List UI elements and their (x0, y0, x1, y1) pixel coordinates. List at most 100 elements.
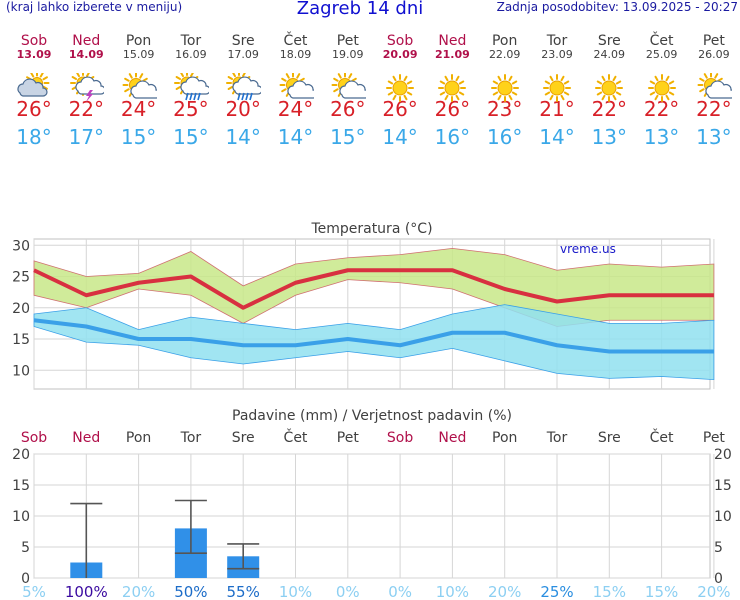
menu-hint[interactable]: (kraj lahko izberete v meniju) (6, 0, 183, 14)
temp-max: 26° (330, 97, 366, 121)
weather-icon-holder (173, 70, 211, 107)
y-tick-label-left: 0 (21, 571, 30, 587)
x-tick-label: Čet (650, 428, 674, 446)
temp-min: 13° (643, 125, 680, 149)
day-name: Ned (72, 33, 101, 49)
day-date: 25.09 (645, 48, 678, 61)
x-tick-label: Čet (284, 428, 308, 446)
y-tick-label-left: 10 (12, 509, 30, 525)
day-date: 20.09 (382, 48, 418, 61)
weather-icon-holder (382, 73, 418, 107)
y-tick-label: 30 (12, 238, 30, 254)
y-tick-label: 15 (12, 332, 30, 348)
rain-shower-icon (226, 70, 263, 101)
sun-icon (490, 74, 519, 102)
day-column: Tor 16.09 25° 15° (165, 33, 217, 149)
y-tick-label-left: 20 (12, 447, 30, 463)
day-name: Tor (546, 33, 568, 49)
precip-probability: 55% (227, 583, 260, 600)
weather-icon-holder (68, 70, 106, 107)
min-temp-line (33, 318, 714, 354)
temp-min: 14° (277, 125, 314, 149)
day-date: 23.09 (541, 48, 573, 61)
day-column: Pon 22.09 23° 16° (479, 33, 531, 149)
weather-icon-holder (278, 71, 318, 107)
y-tick-label-right: 10 (714, 509, 732, 525)
temp-min: 15° (330, 125, 366, 149)
day-column: Sob 20.09 26° 14° (374, 33, 426, 149)
temp-min: 14° (225, 125, 261, 149)
x-tick-label: Tor (546, 430, 568, 446)
precip-probability: 25% (540, 583, 573, 600)
partly-cloudy-icon (697, 71, 736, 99)
temp-min: 16° (486, 125, 523, 149)
thunderstorm-icon (70, 70, 106, 102)
page-title: Zagreb 14 dni (296, 0, 424, 19)
day-column: Pon 15.09 24° 15° (113, 33, 165, 149)
day-name: Čet (283, 33, 308, 49)
sun-icon (647, 74, 676, 102)
day-date: 16.09 (175, 48, 207, 61)
weather-icon-holder (696, 71, 736, 107)
day-name: Pet (702, 33, 725, 49)
precip-probability: 5% (22, 583, 46, 600)
sun-icon (595, 74, 624, 102)
precipitation-chart: Padavine (mm) / Verjetnost padavin (%) So… (12, 408, 732, 600)
x-tick-label: Pet (703, 430, 726, 446)
temp-max: 25° (173, 97, 209, 121)
day-column: Tor 23.09 21° 14° (531, 33, 583, 149)
day-name: Pon (491, 33, 518, 49)
temp-max: 24° (120, 97, 157, 121)
y-tick-label-right: 0 (714, 571, 723, 587)
temp-min: 14° (539, 125, 575, 149)
day-name: Sob (20, 33, 48, 49)
day-column: Pet 26.09 22° 13° (688, 33, 740, 149)
x-tick-label: Sob (21, 430, 47, 446)
day-name: Čet (649, 33, 674, 49)
day-date: 17.09 (227, 48, 259, 61)
day-name: Tor (180, 33, 202, 49)
weather-icon-holder (539, 73, 575, 107)
day-column: Sre 24.09 22° 13° (583, 33, 635, 149)
temperature-chart-title: Temperatura (°C) (310, 221, 432, 237)
y-tick-label-right: 5 (714, 540, 723, 556)
day-column: Sob 13.09 26° 18° (8, 33, 60, 149)
y-tick-label-right: 20 (714, 447, 732, 463)
precip-probability: 100% (65, 583, 108, 600)
temp-min: 15° (173, 125, 209, 149)
y-tick-label: 25 (12, 270, 30, 286)
y-tick-label: 10 (12, 363, 30, 379)
day-name: Pon (125, 33, 152, 49)
y-tick-label-right: 15 (714, 478, 732, 494)
x-tick-label: Pon (126, 430, 151, 446)
max-temp-line (33, 268, 714, 310)
x-tick-label: Pon (492, 430, 517, 446)
watermark: vreme.us (560, 242, 616, 256)
weather-icon-holder (644, 73, 680, 107)
precip-probability: 50% (174, 583, 207, 600)
temp-min: 13° (591, 125, 628, 149)
precip-probability: 15% (645, 583, 678, 600)
day-name: Sre (597, 33, 621, 49)
weather-icon-holder (591, 73, 627, 107)
x-tick-label: Ned (438, 430, 466, 446)
day-column: Ned 21.09 26° 16° (426, 33, 478, 149)
precip-probability: 15% (593, 583, 626, 600)
day-column: Sre 17.09 20° 14° (217, 33, 269, 149)
temp-max: 22° (68, 97, 105, 121)
temp-max: 22° (696, 97, 732, 121)
precip-probability: 0% (336, 583, 360, 600)
sun-icon (386, 74, 415, 102)
temp-min: 16° (434, 125, 471, 149)
temp-min: 13° (696, 125, 732, 149)
temp-min: 15° (120, 125, 157, 149)
x-tick-label: Pet (337, 430, 360, 446)
y-tick-label-left: 5 (21, 540, 30, 556)
temp-min: 17° (68, 125, 105, 149)
day-name: Sob (386, 33, 414, 49)
x-tick-label: Sob (387, 430, 413, 446)
partly-cloudy-icon (122, 71, 161, 99)
cloudy-sun-icon (17, 70, 50, 97)
temp-min: 14° (382, 125, 418, 149)
x-tick-label: Tor (180, 430, 202, 446)
